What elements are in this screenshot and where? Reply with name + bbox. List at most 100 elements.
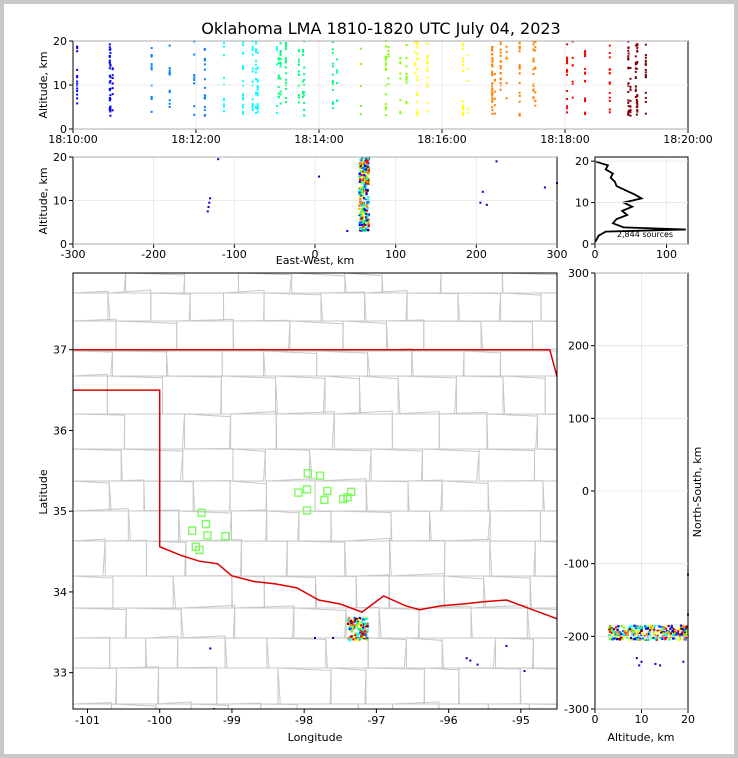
source-point [636,105,639,108]
source-point [634,629,637,632]
time-height-ylabel: Altitude, km [37,51,50,118]
map-sources [209,616,526,709]
source-point [168,72,171,75]
source-point [671,629,674,633]
source-point [193,82,196,85]
source-point [332,636,335,639]
ew-altitude-grid: -300 -200 -100 0 100 200 300 [61,157,568,261]
source-point [629,636,633,640]
source-point [275,63,278,66]
lma-station-marker [187,526,197,535]
source-point [518,100,521,103]
source-point [499,82,502,85]
source-point [399,112,402,115]
source-point [466,79,469,82]
lma-station-marker [203,531,212,540]
source-point [362,626,365,629]
source-point [612,628,616,631]
source-point [150,110,153,113]
source-point [505,56,508,59]
source-point [651,626,654,629]
source-point [384,103,387,106]
source-point [479,201,482,204]
source-point [242,106,245,109]
source-point [349,638,352,641]
source-point [640,627,643,630]
source-point [667,624,670,628]
source-point [493,97,496,100]
source-point [349,627,352,630]
x-tick-label: 18:12:00 [171,133,220,146]
source-point [566,43,569,46]
source-point [362,635,366,638]
source-point [608,91,611,94]
source-point [505,57,508,60]
source-point [362,157,366,160]
source-point [416,111,419,114]
source-point [638,664,641,667]
source-point [108,67,111,70]
source-point [491,99,494,102]
source-point [193,74,196,77]
source-point [346,622,350,626]
source-point [636,100,639,103]
source-point [499,88,502,91]
source-point [654,637,657,640]
source-point [608,44,611,47]
source-point [640,629,643,633]
source-point [629,85,632,88]
source-point [627,46,630,49]
source-point [364,157,368,160]
source-point [367,171,370,174]
source-point [505,82,508,85]
map-x-ticks: -101 -100 -99 -98 -97 -96 -95 [75,709,530,727]
source-point [256,105,259,108]
source-point [684,638,687,641]
source-point [297,50,300,53]
source-point [297,70,300,73]
source-point [203,68,206,71]
source-point [255,68,258,71]
source-point [255,77,258,80]
x-tick-label: 0 [592,248,599,261]
source-point [635,101,638,104]
source-point [360,62,363,65]
lma-station-marker [346,487,356,497]
source-point [644,100,647,103]
source-point [643,625,647,628]
source-point [627,55,630,58]
source-point [505,50,508,53]
source-point [566,111,569,114]
source-point [683,638,686,641]
source-point [222,97,225,100]
source-point [416,68,419,71]
source-point [644,43,647,46]
source-point [491,70,494,73]
source-point [284,57,287,60]
source-point [365,203,368,206]
source-point [358,626,362,629]
source-point [367,182,370,185]
source-point [366,177,369,180]
source-point [499,51,502,54]
source-point [584,52,587,55]
source-point [353,616,356,620]
source-point [362,218,365,221]
source-point [685,635,688,639]
source-point [242,41,245,44]
source-point [610,631,614,635]
source-point [277,86,280,89]
source-point [661,637,664,640]
source-point [251,106,254,109]
ew-altitude-y-ticks: 0 10 20 [53,151,557,251]
source-point [279,51,282,54]
source-point [331,101,334,104]
source-point [76,89,79,92]
source-point [625,629,628,632]
source-point [656,629,659,632]
source-point [365,217,368,220]
source-point [491,89,494,92]
source-point [608,99,611,102]
source-point [109,51,112,54]
source-point [318,175,321,178]
